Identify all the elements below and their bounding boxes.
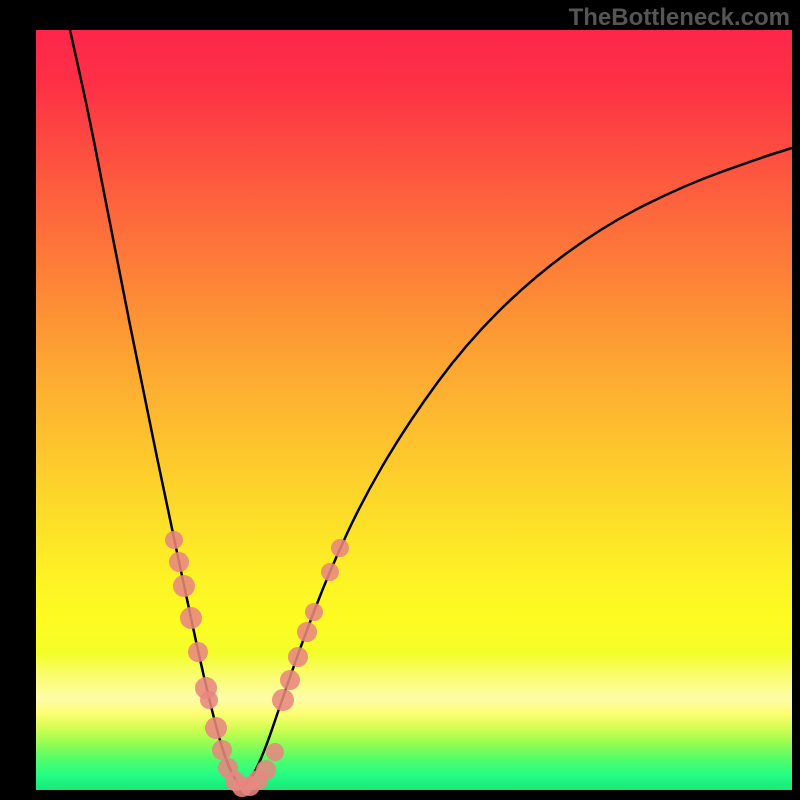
data-marker bbox=[280, 670, 300, 690]
data-marker bbox=[212, 740, 232, 760]
data-marker bbox=[297, 622, 317, 642]
bottleneck-chart bbox=[0, 0, 800, 800]
data-marker bbox=[305, 603, 323, 621]
data-marker bbox=[165, 531, 183, 549]
data-marker bbox=[288, 647, 308, 667]
data-marker bbox=[331, 539, 349, 557]
data-marker bbox=[272, 689, 294, 711]
data-marker bbox=[200, 691, 218, 709]
data-marker bbox=[321, 563, 339, 581]
chart-container: TheBottleneck.com bbox=[0, 0, 800, 800]
data-marker bbox=[173, 575, 195, 597]
data-marker bbox=[169, 552, 189, 572]
data-marker bbox=[266, 743, 284, 761]
data-marker bbox=[188, 642, 208, 662]
plot-background bbox=[36, 30, 792, 790]
data-marker bbox=[180, 607, 202, 629]
data-marker bbox=[256, 760, 276, 780]
data-marker bbox=[205, 717, 227, 739]
